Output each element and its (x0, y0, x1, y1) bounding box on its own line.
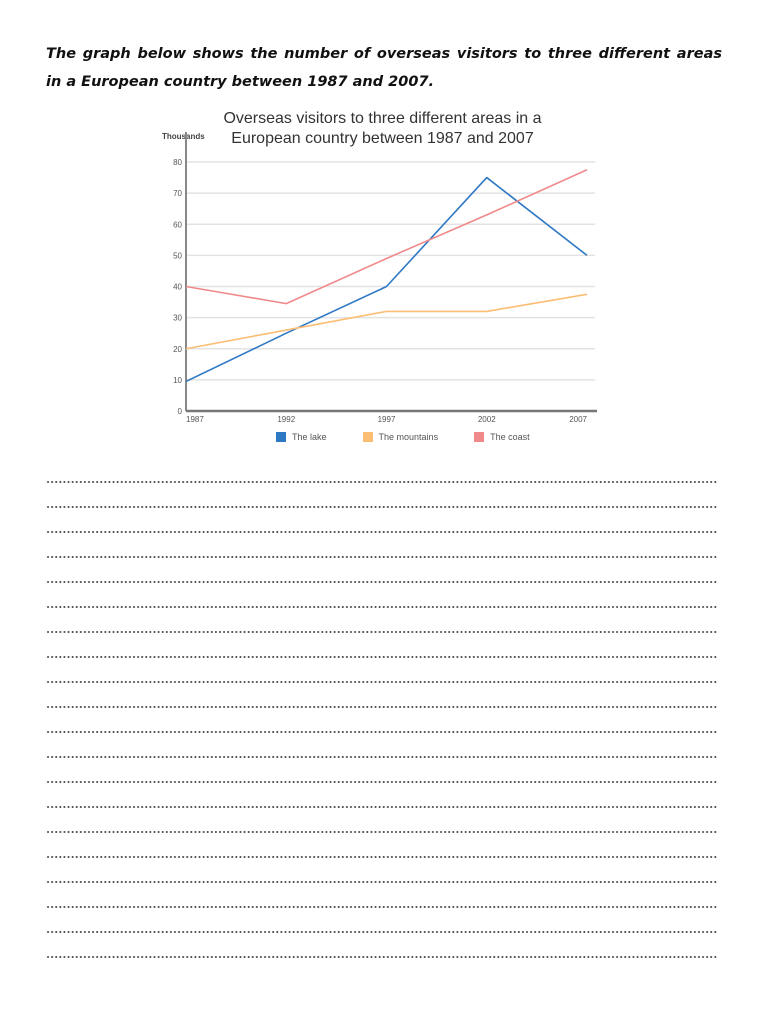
y-tick-label: 70 (173, 189, 182, 198)
y-tick-label: 0 (178, 407, 183, 416)
x-tick-label: 1987 (186, 415, 204, 424)
dotted-answer-line[interactable] (46, 701, 718, 726)
dotted-answer-line[interactable] (46, 776, 718, 801)
legend-swatch (474, 432, 485, 442)
dotted-answer-line[interactable] (46, 476, 718, 501)
chart-title: Overseas visitors to three different are… (190, 109, 575, 149)
dotted-answer-line[interactable] (46, 876, 718, 901)
y-tick-label: 20 (173, 345, 182, 354)
dotted-answer-line[interactable] (46, 951, 718, 976)
dotted-answer-line[interactable] (46, 626, 718, 651)
dotted-answer-line[interactable] (46, 676, 718, 701)
legend-swatch (276, 432, 286, 442)
legend-item: The mountains (362, 432, 439, 442)
dotted-answer-line[interactable] (46, 926, 718, 951)
dotted-answer-line[interactable] (46, 751, 718, 776)
x-tick-label: 1992 (277, 415, 295, 424)
answer-writing-lines[interactable] (46, 476, 718, 976)
dotted-answer-line[interactable] (46, 726, 718, 751)
legend-label: The coast (490, 432, 530, 442)
dotted-answer-line[interactable] (46, 601, 718, 626)
plot-area: 0 10 20 30 40 50 60 70 80 1987 1992 1997 2002 2007 (173, 132, 597, 424)
chart-title-line-1: Overseas visitors to three different are… (223, 110, 542, 127)
series-line-the-lake (185, 176, 588, 383)
y-tick-label: 60 (173, 220, 182, 229)
dotted-answer-line[interactable] (46, 651, 718, 676)
y-tick-label: 10 (173, 376, 182, 385)
y-tick-label: 40 (173, 283, 182, 292)
dotted-answer-line[interactable] (46, 901, 718, 926)
y-tick-label: 50 (173, 251, 182, 260)
dotted-answer-line[interactable] (46, 526, 718, 551)
dotted-answer-line[interactable] (46, 851, 718, 876)
y-axis-unit-label: Thousands (162, 132, 205, 141)
legend-swatch (362, 432, 373, 442)
legend-label: The lake (292, 432, 327, 442)
legend-label: The mountains (378, 432, 439, 442)
series-line-the-mountains (185, 293, 588, 350)
dotted-answer-line[interactable] (46, 501, 718, 526)
dotted-answer-line[interactable] (46, 551, 718, 576)
dotted-answer-line[interactable] (46, 826, 718, 851)
legend-item: The lake (276, 432, 327, 442)
y-tick-label: 80 (173, 158, 182, 167)
y-tick-label: 30 (173, 314, 182, 323)
legend-item: The coast (474, 432, 530, 442)
series-line-the-coast (185, 169, 588, 305)
x-tick-label: 1997 (378, 415, 396, 424)
dotted-answer-line[interactable] (46, 801, 718, 826)
task-prompt: The graph below shows the number of over… (46, 46, 722, 90)
dotted-answer-line[interactable] (46, 576, 718, 601)
chart-legend: The lake The mountains The coast (276, 432, 530, 442)
x-tick-label: 2002 (478, 415, 496, 424)
x-tick-label: 2007 (569, 415, 587, 424)
chart-title-line-2: European country between 1987 and 2007 (231, 130, 534, 147)
line-chart: Overseas visitors to three different are… (150, 105, 620, 455)
